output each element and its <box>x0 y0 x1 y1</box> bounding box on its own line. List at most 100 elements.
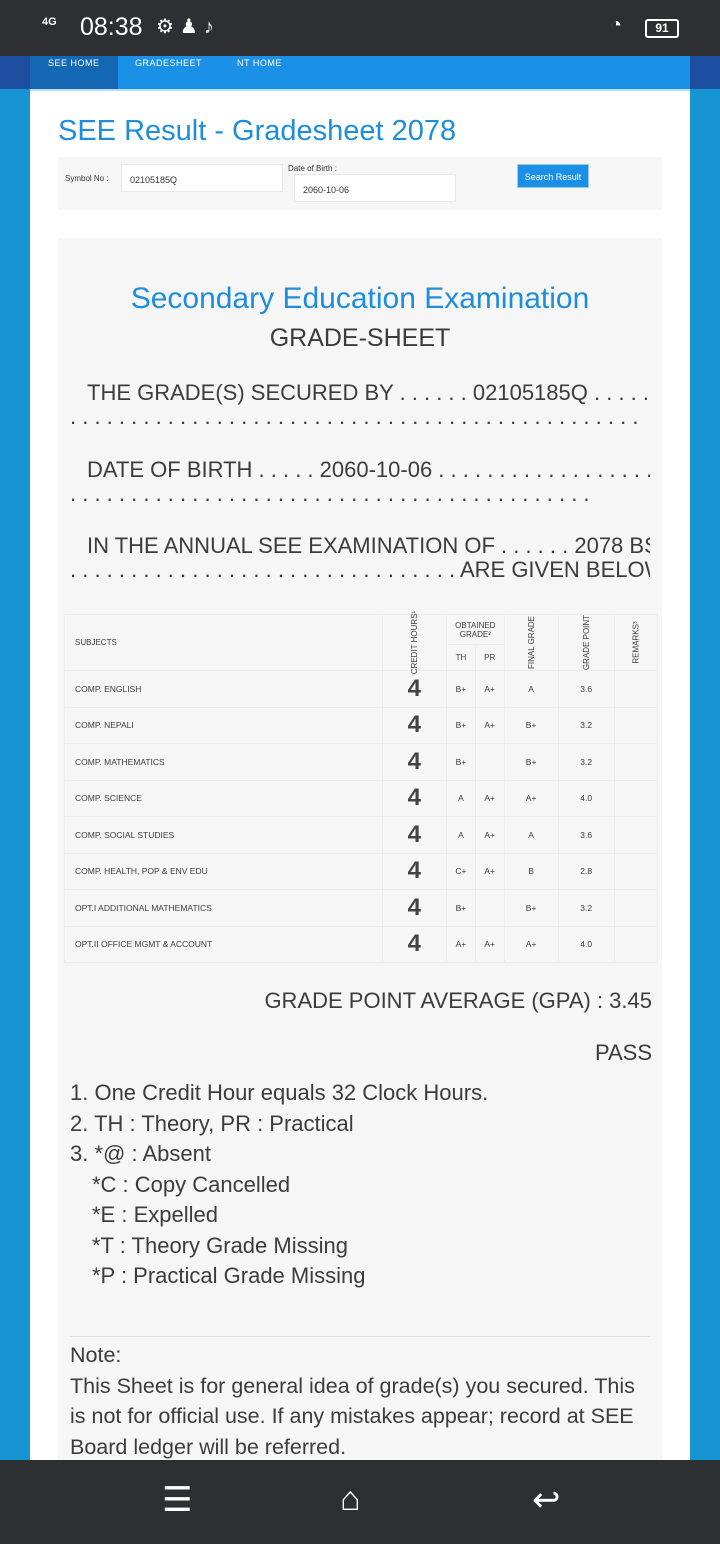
symbol-label: Symbol No : <box>65 174 109 183</box>
credit-cell: 4 <box>381 706 448 744</box>
result-status: PASS <box>594 1040 652 1065</box>
search-result-button[interactable]: Search Result <box>517 164 589 188</box>
th-grade-cell: B+ <box>446 743 476 781</box>
footnotes: 1. One Credit Hour equals 32 Clock Hours… <box>70 1078 488 1292</box>
subject-cell: COMP. MATHEMATICS <box>64 743 383 781</box>
clock: 08:38 <box>80 13 143 41</box>
nav-gradesheet[interactable]: GRADESHEET <box>135 58 203 68</box>
table-row: COMP. ENGLISH 4 B+ A+ A 3.6 <box>64 670 659 708</box>
nav-nt-home[interactable]: NT HOME <box>237 58 282 68</box>
symbol-input[interactable]: 02105185Q <box>121 164 283 192</box>
content-card: SEE Result - Gradesheet 2078 Symbol No :… <box>30 89 690 1468</box>
credit-cell: 4 <box>381 779 448 817</box>
footnote: *T : Theory Grade Missing <box>92 1232 348 1258</box>
grade-point-cell: 3.2 <box>557 889 615 927</box>
th-grade-cell: A <box>446 779 476 817</box>
pr-grade-cell: A+ <box>474 779 505 817</box>
final-grade-cell: A+ <box>503 779 559 817</box>
pr-grade-cell: A+ <box>474 852 505 890</box>
credit-cell: 4 <box>381 816 448 854</box>
nav-edge-left <box>0 56 30 89</box>
page-title: SEE Result - Gradesheet 2078 <box>58 115 457 147</box>
table-row: COMP. MATHEMATICS 4 B+ B+ 3.2 <box>64 743 659 781</box>
footnote: 3. *@ : Absent <box>70 1141 211 1166</box>
table-row: COMP. SOCIAL STUDIES 4 A A+ A 3.6 <box>64 816 659 854</box>
pr-grade-cell <box>474 889 505 927</box>
grade-point-cell: 3.6 <box>557 670 615 708</box>
grade-point-cell: 3.6 <box>557 816 615 854</box>
remarks-cell <box>613 852 659 890</box>
col-subjects: SUBJECTS <box>64 614 383 671</box>
subject-cell: OPT.II OFFICE MGMT & ACCOUNT <box>64 925 383 963</box>
credit-cell: 4 <box>381 670 448 708</box>
table-row: OPT.I ADDITIONAL MATHEMATICS 4 B+ B+ 3.2 <box>64 889 659 927</box>
dob-dots: . . . . . . . . . . . . . . . . . . . . … <box>70 481 590 506</box>
subject-cell: COMP. NEPALI <box>64 706 383 744</box>
th-grade-cell: C+ <box>446 852 476 890</box>
final-grade-cell: B <box>503 852 559 890</box>
remarks-cell <box>613 779 659 817</box>
dob-input[interactable]: 2060-10-06 <box>294 174 456 202</box>
secured-by-dots: . . . . . . . . . . . . . . . . . . . . … <box>70 404 639 429</box>
table-row: OPT.II OFFICE MGMT & ACCOUNT 4 A+ A+ A+ 4.0 <box>64 925 659 963</box>
col-grade-point: GRADE POINT <box>557 614 615 671</box>
remarks-cell <box>613 889 659 927</box>
col-remarks: REMARKS³ <box>613 614 659 671</box>
credit-cell: 4 <box>381 743 448 781</box>
footnote: *E : Expelled <box>92 1202 218 1227</box>
subject-cell: COMP. ENGLISH <box>64 670 383 708</box>
pr-grade-cell: A+ <box>474 925 505 963</box>
subject-cell: COMP. SOCIAL STUDIES <box>64 816 383 854</box>
home-icon[interactable]: ⌂ <box>340 1480 361 1518</box>
final-grade-cell: B+ <box>503 706 559 744</box>
col-th: TH <box>446 644 476 671</box>
table-row: COMP. SCIENCE 4 A A+ A+ 4.0 <box>64 779 659 817</box>
back-icon[interactable]: ↩ <box>532 1481 561 1519</box>
table-row: COMP. NEPALI 4 B+ A+ B+ 3.2 <box>64 706 659 744</box>
dob-line: DATE OF BIRTH . . . . . 2060-10-06 . . .… <box>87 457 650 482</box>
grade-point-cell: 2.8 <box>557 852 615 890</box>
pr-grade-cell: A+ <box>474 670 505 708</box>
status-bar: 4G 08:38 ⚙♟♪ ◔ 91 <box>0 0 720 56</box>
grade-point-cell: 3.2 <box>557 743 615 781</box>
grade-table: SUBJECTS CREDIT HOURS¹ OBTAINED GRADE² F… <box>64 611 659 963</box>
final-grade-cell: A <box>503 816 559 854</box>
remarks-cell <box>613 925 659 963</box>
remarks-cell <box>613 706 659 744</box>
footnote: 2. TH : Theory, PR : Practical <box>70 1110 354 1136</box>
gradesheet-heading: GRADE-SHEET <box>269 324 451 352</box>
th-grade-cell: A <box>446 816 476 854</box>
pr-grade-cell <box>474 743 505 781</box>
pr-grade-cell: A+ <box>474 816 505 854</box>
footnote: 1. One Credit Hour equals 32 Clock Hours… <box>70 1080 489 1105</box>
final-grade-cell: A+ <box>503 925 559 963</box>
footnote: *C : Copy Cancelled <box>92 1171 291 1197</box>
final-grade-cell: B+ <box>503 743 559 781</box>
col-obtained-grade: OBTAINED GRADE² <box>446 614 505 645</box>
wifi-icon: ◔ <box>610 14 623 36</box>
nav-see-home[interactable]: SEE HOME <box>30 56 118 89</box>
secured-by-line: THE GRADE(S) SECURED BY . . . . . . 0210… <box>87 380 650 405</box>
exam-line-2: . . . . . . . . . . . . . . . . . . . . … <box>70 557 650 582</box>
dob-label: Date of Birth : <box>288 164 337 173</box>
note-title: Note: <box>70 1343 122 1367</box>
col-credit-hours: CREDIT HOURS¹ <box>381 611 448 674</box>
grade-point-cell: 3.2 <box>557 706 615 744</box>
col-final-grade: FINAL GRADE <box>503 614 559 671</box>
gpa: GRADE POINT AVERAGE (GPA) : 3.45 <box>264 988 652 1013</box>
remarks-cell <box>613 743 659 781</box>
remarks-cell <box>613 816 659 854</box>
subject-cell: OPT.I ADDITIONAL MATHEMATICS <box>64 889 383 927</box>
th-grade-cell: B+ <box>446 889 476 927</box>
th-grade-cell: A+ <box>446 925 476 963</box>
table-row: COMP. HEALTH, POP & ENV EDU 4 C+ A+ B 2.8 <box>64 852 659 890</box>
gradesheet: Secondary Education Examination GRADE-SH… <box>58 238 662 1468</box>
subject-cell: COMP. SCIENCE <box>64 779 383 817</box>
remarks-cell <box>613 670 659 708</box>
menu-icon[interactable]: ☰ <box>162 1481 193 1519</box>
grade-point-cell: 4.0 <box>557 779 615 817</box>
credit-cell: 4 <box>381 889 448 927</box>
credit-cell: 4 <box>381 925 448 963</box>
credit-cell: 4 <box>381 852 448 890</box>
th-grade-cell: B+ <box>446 670 476 708</box>
